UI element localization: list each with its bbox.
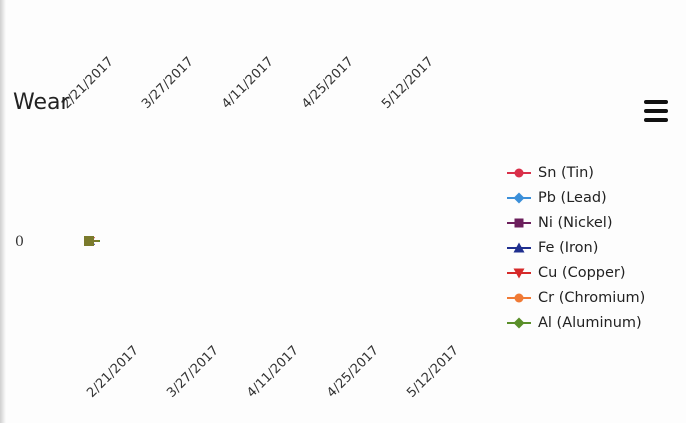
y-tick-label: 0 bbox=[15, 234, 24, 250]
top-x-tick-label: 4/11/2017 bbox=[219, 54, 277, 112]
page-edge-shadow bbox=[0, 0, 6, 423]
legend-symbol bbox=[507, 192, 531, 203]
overlapping-data-point bbox=[84, 236, 94, 246]
legend-marker bbox=[513, 242, 525, 252]
legend-marker bbox=[514, 293, 524, 302]
legend-marker bbox=[514, 168, 524, 177]
legend-symbol bbox=[507, 317, 531, 328]
legend-item[interactable]: Sn (Tin) bbox=[506, 160, 681, 185]
legend-label: Cr (Chromium) bbox=[538, 289, 646, 306]
bottom-x-tick-label: 5/12/2017 bbox=[404, 343, 462, 401]
y-axis-labels: 0 bbox=[15, 234, 24, 250]
bottom-x-axis-labels: 2/21/2017 3/27/2017 4/11/2017 4/25/2017 5/12… bbox=[84, 343, 462, 401]
hamburger-menu-icon-bar bbox=[644, 118, 668, 122]
hamburger-menu-icon bbox=[644, 100, 668, 104]
legend-item[interactable]: Fe (Iron) bbox=[506, 235, 681, 260]
legend-label: Fe (Iron) bbox=[538, 239, 599, 256]
legend-item[interactable]: Pb (Lead) bbox=[506, 185, 681, 210]
bottom-x-tick-label: 2/21/2017 bbox=[84, 343, 142, 401]
legend-symbol bbox=[507, 168, 531, 177]
chart-menu-button[interactable] bbox=[644, 100, 668, 122]
top-x-tick-label: 5/12/2017 bbox=[379, 54, 437, 112]
legend-item[interactable]: Cu (Copper) bbox=[506, 260, 681, 285]
legend-label: Sn (Tin) bbox=[538, 164, 594, 181]
legend-label: Pb (Lead) bbox=[538, 189, 607, 206]
bottom-x-tick-label: 4/25/2017 bbox=[324, 343, 382, 401]
legend-item[interactable]: Al (Aluminum) bbox=[506, 310, 681, 335]
legend-label: Al (Aluminum) bbox=[538, 314, 642, 331]
legend-item[interactable]: Ni (Nickel) bbox=[506, 210, 681, 235]
legend-symbol bbox=[507, 293, 531, 302]
legend-marker bbox=[513, 192, 525, 203]
legend-item[interactable]: Cr (Chromium) bbox=[506, 285, 681, 310]
legend-symbol bbox=[507, 218, 531, 227]
bottom-x-tick-label: 4/11/2017 bbox=[244, 343, 302, 401]
legend-marker bbox=[513, 317, 525, 328]
plot-marks bbox=[84, 236, 100, 246]
bottom-x-tick-label: 3/27/2017 bbox=[164, 343, 222, 401]
chart-title: Wear bbox=[13, 90, 70, 115]
legend-label: Ni (Nickel) bbox=[538, 214, 613, 231]
top-x-axis-labels: 2/21/2017 3/27/2017 4/11/2017 4/25/2017 5/12… bbox=[59, 54, 437, 112]
top-x-tick-label: 4/25/2017 bbox=[299, 54, 357, 112]
legend-marker bbox=[513, 268, 525, 278]
legend-label: Cu (Copper) bbox=[538, 264, 626, 281]
legend-symbol bbox=[507, 242, 531, 252]
legend-symbol bbox=[507, 268, 531, 278]
hamburger-menu-icon-bar bbox=[644, 109, 668, 113]
legend-marker bbox=[514, 218, 524, 227]
chart-legend: Sn (Tin) Pb (Lead) Ni (Nickel) Fe (Iron) Cu … bbox=[506, 160, 681, 335]
top-x-tick-label: 3/27/2017 bbox=[139, 54, 197, 112]
